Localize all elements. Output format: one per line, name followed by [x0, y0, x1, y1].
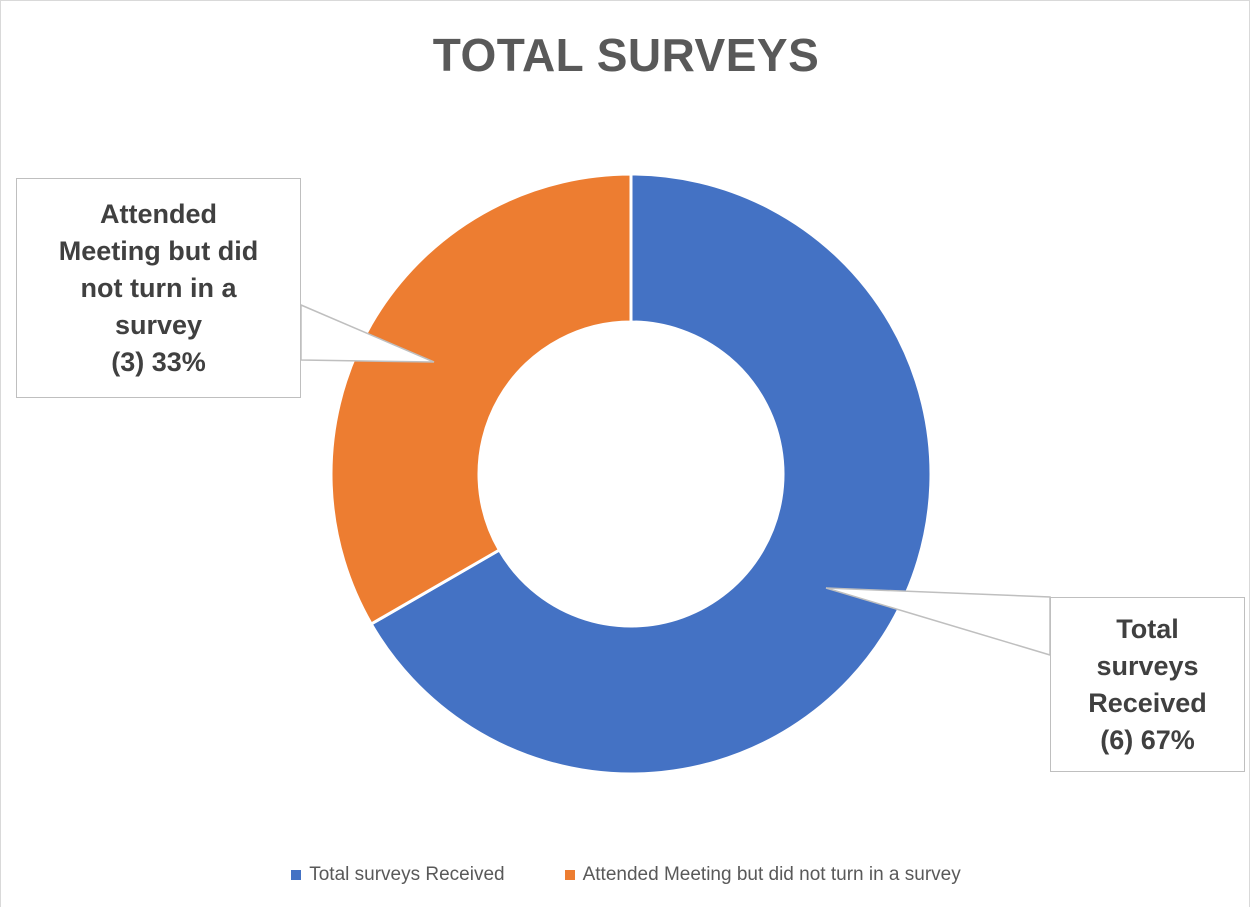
legend-label: Attended Meeting but did not turn in a s…: [582, 864, 961, 885]
data-label-line: (6) 67%: [1100, 724, 1195, 755]
chart-title: TOTAL SURVEYS: [432, 29, 820, 81]
chart-legend: Total surveys Received Attended Meeting …: [0, 864, 1252, 886]
legend-label: Total surveys Received: [309, 864, 505, 885]
data-label-line: Attended: [100, 198, 217, 229]
doughnut-slice: [369, 172, 933, 776]
legend-item-attended-no-survey: Attended Meeting but did not turn in a s…: [564, 864, 961, 886]
data-label-line: Total: [1116, 613, 1179, 644]
data-label-line: Received: [1088, 687, 1207, 718]
legend-swatch: [564, 870, 575, 880]
data-label-line: Meeting but did: [58, 235, 259, 266]
data-label-attended-no-survey: Attended Meeting but did not turn in a s…: [16, 178, 301, 398]
data-label-surveys-received: Total surveys Received (6) 67%: [1050, 597, 1245, 772]
doughnut-slice: [329, 172, 633, 627]
data-label-line: (3) 33%: [111, 346, 206, 377]
data-label-line: not turn in a: [80, 272, 237, 303]
data-label-line: survey: [114, 309, 203, 340]
data-label-line: surveys: [1096, 650, 1199, 681]
legend-item-surveys-received: Total surveys Received: [291, 864, 505, 886]
callout-pointer: [300, 303, 435, 363]
legend-swatch: [291, 870, 302, 880]
